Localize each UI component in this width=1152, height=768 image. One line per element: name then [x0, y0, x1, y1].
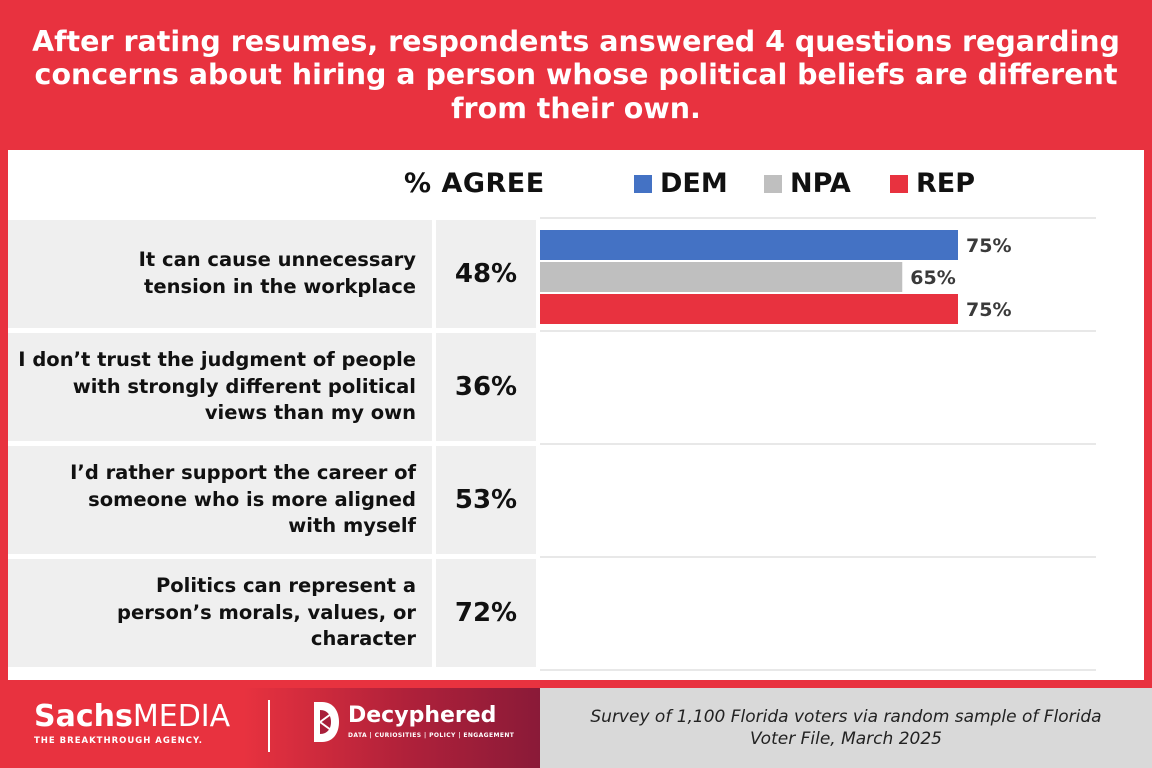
total-value: 72%	[454, 598, 518, 628]
row-total-box: 48%	[436, 220, 536, 328]
legend-label-rep: REP	[916, 168, 976, 199]
total-value: 48%	[454, 259, 518, 289]
brand-tagline: THE BREAKTHROUGH AGENCY.	[34, 736, 203, 746]
source-note: Survey of 1,100 Florida voters via rando…	[590, 706, 1102, 749]
row-label-box: Politics can represent a person’s morals…	[8, 559, 432, 667]
legend-swatch-npa	[764, 174, 782, 193]
data-label-rep: 75%	[966, 299, 1011, 321]
bar-dem	[540, 230, 958, 260]
footer-brand-area: SachsMEDIA THE BREAKTHROUGH AGENCY. Decy…	[0, 688, 540, 768]
row-label-box: It can cause unnecessary tension in the …	[8, 220, 432, 328]
data-label-npa: 65%	[910, 267, 955, 289]
bar-npa	[540, 262, 903, 292]
sachs-media-logo: SachsMEDIA THE BREAKTHROUGH AGENCY.	[34, 699, 231, 747]
total-value: 53%	[454, 485, 518, 515]
row-label-box: I don’t trust the judgment of people wit…	[8, 333, 432, 441]
page-title: After rating resumes, respondents answer…	[32, 24, 1120, 125]
row-total-box: 53%	[436, 446, 536, 554]
row-total-box: 36%	[436, 333, 536, 441]
bar-rep	[540, 294, 958, 324]
total-value: 36%	[454, 372, 518, 402]
logo-divider	[268, 700, 270, 752]
row-label-box: I’d rather support the career of someone…	[8, 446, 432, 554]
bar-chart: 47%45%52%40%30%35%50%46%62%75%65%75%	[540, 217, 1096, 671]
decyphered-logo: Decyphered DATA | CURIOSITIES | POLICY |…	[310, 700, 514, 744]
category-label: Politics can represent a person’s morals…	[117, 573, 416, 651]
legend-item-rep: REP	[890, 168, 975, 199]
chart-panel: % AGREE DEM NPA REP It can cause unneces…	[8, 150, 1144, 680]
footer: SachsMEDIA THE BREAKTHROUGH AGENCY. Decy…	[0, 688, 1152, 768]
footer-source-area: Survey of 1,100 Florida voters via rando…	[540, 688, 1152, 768]
partner-name: Decyphered	[348, 703, 497, 728]
category-label: I don’t trust the judgment of people wit…	[18, 347, 416, 425]
legend-swatch-rep	[890, 174, 908, 193]
legend-item-dem: DEM	[634, 168, 728, 199]
legend-row: % AGREE DEM NPA REP	[8, 168, 1144, 208]
header: After rating resumes, respondents answer…	[0, 0, 1152, 150]
legend-label-dem: DEM	[660, 168, 728, 199]
legend-label-npa: NPA	[790, 168, 851, 199]
partner-tagline: DATA | CURIOSITIES | POLICY | ENGAGEMENT	[348, 732, 515, 739]
legend-swatch-dem	[634, 174, 652, 193]
brand-light: MEDIA	[132, 699, 231, 734]
decyphered-mark-icon	[314, 702, 339, 742]
legend-item-npa: NPA	[764, 168, 851, 199]
data-label-dem: 75%	[966, 235, 1011, 257]
row-total-box: 72%	[436, 559, 536, 667]
brand-bold: Sachs	[34, 699, 133, 734]
category-label: It can cause unnecessary tension in the …	[138, 248, 416, 298]
category-label: I’d rather support the career of someone…	[70, 460, 416, 538]
agree-column-header: % AGREE	[404, 168, 545, 199]
